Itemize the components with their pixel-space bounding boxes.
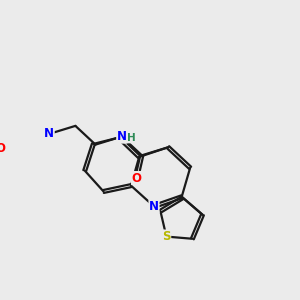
Text: N: N: [149, 200, 159, 213]
Text: H: H: [127, 133, 136, 143]
Text: N: N: [117, 130, 127, 143]
Text: N: N: [44, 128, 54, 140]
Text: O: O: [0, 142, 6, 155]
Text: S: S: [162, 230, 171, 243]
Text: O: O: [132, 172, 142, 184]
